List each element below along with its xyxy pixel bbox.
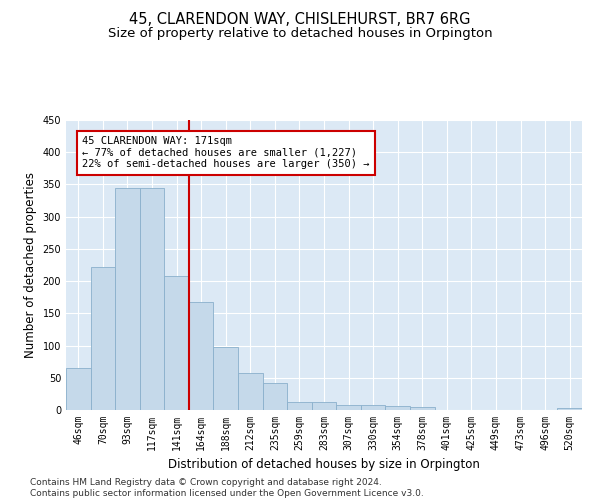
Bar [66,368,91,410]
Bar [361,406,385,410]
Bar [164,276,189,410]
Bar [214,348,238,410]
X-axis label: Distribution of detached houses by size in Orpington: Distribution of detached houses by size … [168,458,480,471]
Bar [189,302,214,410]
Bar [336,406,361,410]
Bar [410,407,434,410]
Bar [238,374,263,410]
Bar [115,188,140,410]
Bar [312,402,336,410]
Bar [287,402,312,410]
Bar [557,408,582,410]
Text: 45 CLARENDON WAY: 171sqm
← 77% of detached houses are smaller (1,227)
22% of sem: 45 CLARENDON WAY: 171sqm ← 77% of detach… [82,136,370,170]
Text: 45, CLARENDON WAY, CHISLEHURST, BR7 6RG: 45, CLARENDON WAY, CHISLEHURST, BR7 6RG [129,12,471,28]
Bar [91,267,115,410]
Bar [140,188,164,410]
Bar [385,406,410,410]
Text: Size of property relative to detached houses in Orpington: Size of property relative to detached ho… [107,28,493,40]
Y-axis label: Number of detached properties: Number of detached properties [24,172,37,358]
Bar [263,383,287,410]
Text: Contains HM Land Registry data © Crown copyright and database right 2024.
Contai: Contains HM Land Registry data © Crown c… [30,478,424,498]
